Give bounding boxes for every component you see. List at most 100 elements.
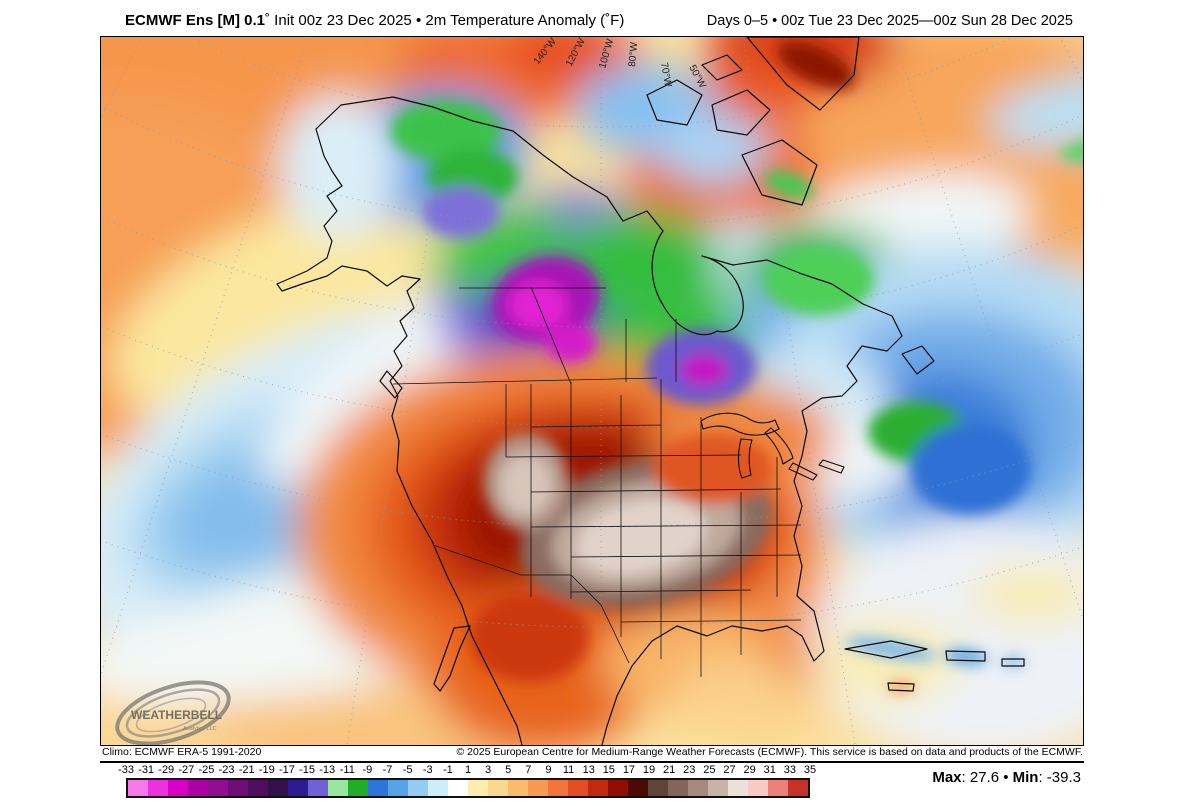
colorbar-tick: 7	[525, 764, 532, 776]
colorbar-cell	[708, 780, 728, 796]
graticule	[101, 37, 1083, 745]
colorbar-cell	[268, 780, 288, 796]
colorbar-tick: -7	[382, 764, 393, 776]
colorbar-tick: -13	[319, 764, 336, 776]
colorbar-cell	[488, 780, 508, 796]
anomaly-blob	[653, 434, 773, 504]
anomaly-blob	[658, 113, 768, 185]
colorbar-tick: 13	[582, 764, 595, 776]
colorbar-cell	[328, 780, 348, 796]
colorbar-tick: 17	[622, 764, 636, 776]
colorbar-tick: 1	[464, 764, 472, 776]
colorbar-tick: -5	[402, 764, 413, 776]
anomaly-blob	[469, 592, 589, 682]
colorbar-tick: 33	[783, 764, 796, 776]
colorbar-tick: 5	[505, 764, 512, 776]
anomaly-map-svg: 140°W 120°W 100°W 80°W70°W 50°W WEATHERBELL …	[101, 37, 1083, 745]
min-value: : -39.3	[1038, 769, 1081, 786]
anomaly-blob	[500, 455, 552, 515]
colorbar-tick: -11	[339, 764, 355, 776]
colorbar-tick: 9	[545, 764, 552, 776]
colorbar-cell	[528, 780, 548, 796]
colorbar-tick: -3	[422, 764, 433, 776]
maxmin-bullet: •	[999, 769, 1013, 786]
state-borders	[392, 286, 802, 677]
colorbar-cell	[768, 780, 788, 796]
colorbar-cell	[228, 780, 248, 796]
map-panel: 140°W 120°W 100°W 80°W 70°W 50°W WEATHERBELL …	[100, 36, 1084, 746]
colorbar-tick: 15	[602, 764, 615, 776]
colorbar-cell	[128, 780, 148, 796]
coastlines	[276, 37, 1025, 745]
colorbar-tick: 35	[803, 764, 817, 776]
colorbar-tick: -29	[158, 764, 175, 776]
colorbar-cell	[628, 780, 648, 796]
colorbar-tick: -23	[218, 764, 235, 776]
anomaly-blob	[279, 95, 399, 239]
colorbar-cell	[688, 780, 708, 796]
colorbar-tick: 23	[683, 764, 696, 776]
colorbar-cell	[348, 780, 368, 796]
colorbar-tick: -1	[442, 764, 453, 776]
colorbar-tick: 11	[562, 764, 575, 776]
colorbar-tick: -27	[178, 764, 195, 776]
anomaly-blob	[509, 37, 629, 79]
colorbar-cell	[468, 780, 488, 796]
colorbar-cell	[428, 780, 448, 796]
colorbar-tick: -15	[299, 764, 315, 776]
anomaly-blob	[391, 101, 501, 161]
colorbar-tick: -31	[138, 764, 155, 776]
colorbar-cell	[448, 780, 468, 796]
map-title: ECMWF Ens [M] 0.1˚ Init 00z 23 Dec 2025 …	[125, 12, 624, 29]
longitude-label: 70°W	[658, 62, 673, 89]
colorbar-cell	[148, 780, 168, 796]
weatherbell-watermark: WEATHERBELL Analytics LLC	[115, 680, 231, 745]
copyright-note: © 2025 European Centre for Medium-Range …	[456, 746, 1083, 758]
colorbar-tick: -19	[258, 764, 275, 776]
colorbar-tick: -17	[278, 764, 295, 776]
colorbar-tick: 25	[703, 764, 716, 776]
colorbar-cell	[248, 780, 268, 796]
colorbar-cell	[788, 780, 808, 796]
great-lakes	[700, 412, 845, 481]
colorbar-cell	[748, 780, 768, 796]
colorbar-tick-labels: -33 -31 -29 -27 -25 -23 -21 -19 -17 -15 -13 -11 -9 -7…	[118, 764, 816, 776]
colorbar-cell	[648, 780, 668, 796]
anomaly-blob	[987, 69, 1083, 149]
colorbar-cell	[388, 780, 408, 796]
attribution-row: Climo: ECMWF ERA-5 1991-2020 © 2025 Euro…	[100, 746, 1084, 760]
colorbar-cell	[668, 780, 688, 796]
colorbar-cell	[308, 780, 328, 796]
watermark-name: WEATHERBELL	[131, 708, 222, 722]
valid-period: Days 0–5 • 00z Tue 23 Dec 2025—00z Sun 2…	[706, 13, 1073, 29]
watermark-sub: Analytics LLC	[183, 726, 217, 732]
anomaly-blob	[764, 170, 814, 200]
longitude-label: 80°W	[627, 41, 640, 67]
max-value: : 27.6	[961, 769, 1000, 786]
colorbar-cell	[408, 780, 428, 796]
colorbar-cell	[168, 780, 188, 796]
anomaly-blob	[423, 186, 499, 238]
anomaly-blob	[971, 565, 1083, 625]
colorbar-cell	[568, 780, 588, 796]
colorbar-cell	[508, 780, 528, 796]
map-title-model: ECMWF Ens [M] 0.1	[125, 12, 266, 29]
map-title-detail: ˚ Init 00z 23 Dec 2025 • 2m Temperature …	[265, 12, 625, 29]
colorbar-cell	[608, 780, 628, 796]
colorbar-cell	[288, 780, 308, 796]
anomaly-blob	[911, 424, 1031, 514]
anomaly-blob	[845, 637, 937, 661]
colorbar-tick: 3	[485, 764, 492, 776]
colorbar-cell	[368, 780, 388, 796]
colorbar-tick: 29	[743, 764, 756, 776]
colorbar	[126, 778, 810, 798]
colorbar-tick: -21	[238, 764, 255, 776]
colorbar-tick: 21	[663, 764, 676, 776]
colorbar-tick: 27	[723, 764, 736, 776]
colorbar-cell	[588, 780, 608, 796]
colorbar-tick: -33	[118, 764, 134, 776]
max-label: Max	[932, 769, 962, 786]
max-min-readout: Max: 27.6 • Min: -39.3	[932, 769, 1081, 786]
anomaly-blob	[545, 323, 597, 363]
